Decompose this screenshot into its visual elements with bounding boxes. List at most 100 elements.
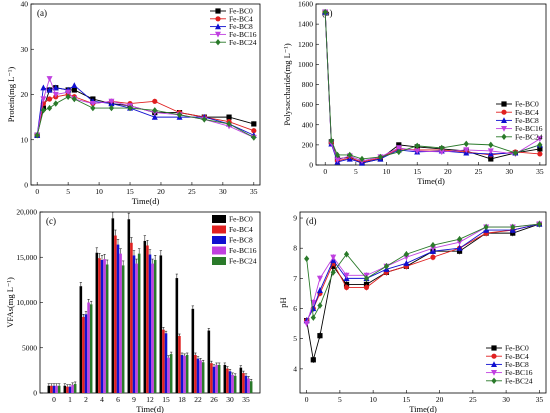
data-point [251,128,257,134]
bar [178,335,181,393]
bar [148,254,152,393]
x-tick-label: 30 [226,395,234,404]
y-axis-label: pH [278,297,288,307]
data-point [52,84,59,91]
y-tick-label: 30 [21,45,29,54]
bar [210,363,213,393]
panel-label: (a) [37,8,47,18]
data-point [430,254,436,260]
data-point [40,96,47,103]
bar [228,371,232,393]
series-line [324,12,541,164]
legend-entry: Fe-BC24 [515,132,543,141]
series-line [36,94,254,136]
x-tick-label: 5 [66,187,70,196]
legend-swatch [212,257,226,265]
x-tick-label: 5 [354,167,358,176]
y-tick-label: 5 [293,334,297,343]
x-tick-label: 9 [132,395,136,404]
x-tick-label: 12 [146,395,154,404]
panel-label: (c) [46,216,56,226]
bar [135,263,138,393]
x-tick-label: 20 [157,187,165,196]
data-point [414,148,421,155]
x-axis-label: Time(d) [132,196,160,206]
bar [244,375,248,393]
bar [239,367,243,393]
x-tick-label: 20 [436,395,444,404]
data-point [40,84,47,91]
data-point [396,142,402,148]
panel-a-protein-chart: (a) 0 5 10 15 20 25 30 35 0 10 20 30 40 Time(d) Protein… [6,0,261,206]
bar [183,355,186,393]
legend-marker [501,126,507,132]
y-tick-label: 7 [293,274,297,283]
data-point [456,235,463,243]
bar [175,278,179,393]
data-point [127,104,133,112]
bar [98,258,101,393]
legend-marker [491,377,497,384]
y-tick-label: 15,000 [16,253,37,262]
y-tick-label: 800 [302,80,314,89]
bar [212,366,216,393]
x-tick-label: 25 [188,187,196,196]
data-point [536,136,543,143]
bar [223,364,227,393]
bar [111,218,115,393]
data-point [363,284,370,291]
data-point [488,141,494,149]
legend-marker [501,133,507,140]
bar [231,374,234,393]
y-axis-label: VFAs(mg L⁻¹) [5,277,15,328]
legend-marker [491,370,497,376]
data-point [439,144,445,152]
data-point [403,254,410,261]
x-tick-label: 15 [126,187,134,196]
x-axis-label: Time(d) [409,404,437,413]
bar [100,259,104,393]
bar [127,219,131,393]
y-tick-label: 0 [33,389,37,398]
plot-frame [30,3,261,186]
data-point [510,223,516,231]
legend-marker [491,353,497,359]
bar [95,252,99,393]
bar [84,314,88,393]
data-point [303,321,310,327]
data-point [46,104,53,112]
data-point [512,149,518,157]
data-point [310,305,317,312]
y-tick-label: 1600 [298,0,313,9]
y-tick-label: 1400 [298,20,313,29]
data-point [310,314,316,321]
y-tick-label: 20,000 [16,208,37,217]
data-point [536,220,542,228]
legend-marker [215,31,221,38]
bar [79,286,83,393]
data-point [46,86,53,93]
data-point [359,155,365,163]
data-point [483,223,489,231]
data-point [65,93,71,100]
y-tick-label: 5000 [22,343,37,352]
legend-entry: Fe-BC24 [229,38,257,47]
data-point [438,149,445,156]
legend-swatch [212,236,226,244]
bar [57,385,61,393]
x-tick-label: 35 [536,395,544,404]
x-tick-label: 4 [100,395,104,404]
data-point [108,104,115,112]
y-tick-label: 0 [24,181,28,190]
legend-entry: Fe-BC0 [515,100,539,109]
bar [201,362,205,393]
legend-entry: Fe-BC0 [229,215,253,224]
legend-marker [215,39,221,46]
y-tick-label: 200 [302,140,314,149]
legend-marker [501,117,507,123]
data-point [395,145,402,152]
y-tick-label: 1200 [298,40,313,49]
x-tick-label: 5 [338,395,342,404]
x-tick-label: 22 [194,395,202,404]
